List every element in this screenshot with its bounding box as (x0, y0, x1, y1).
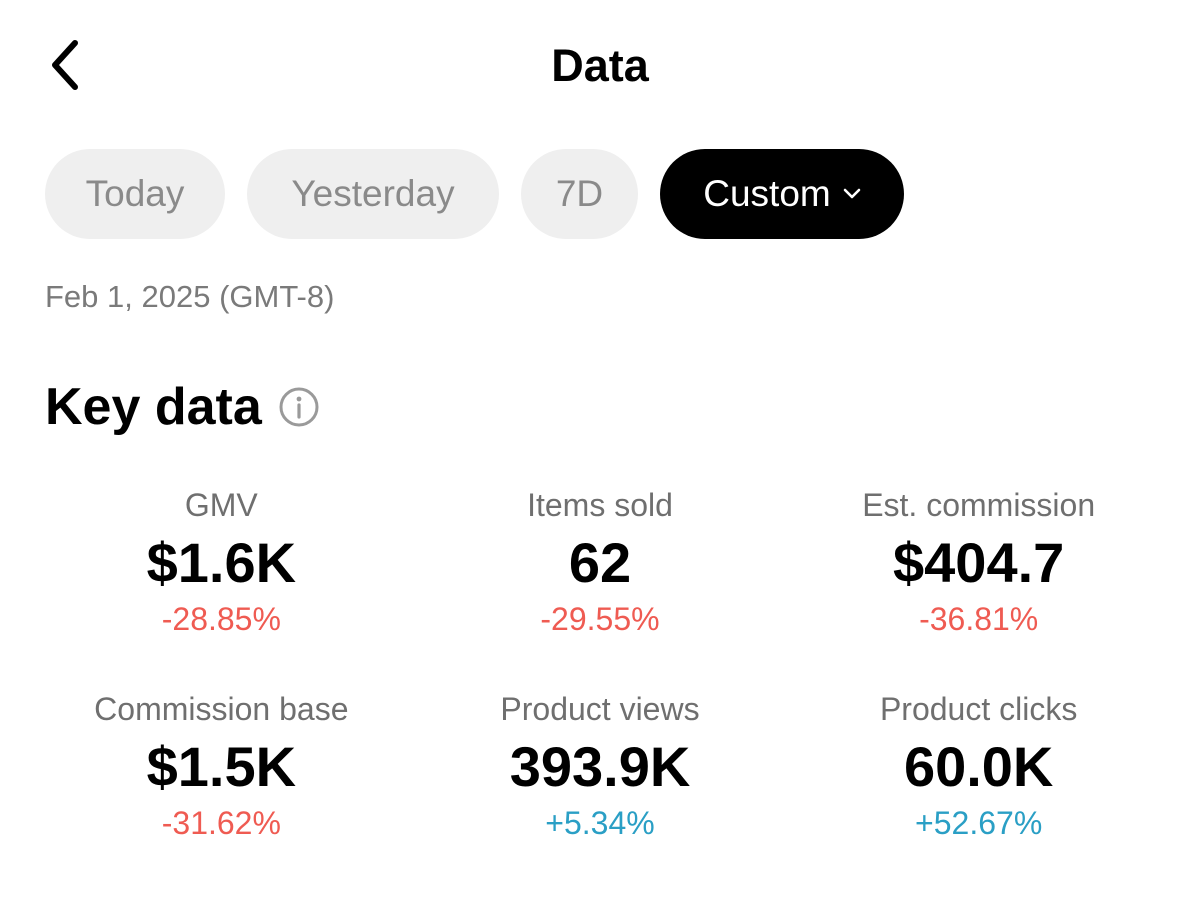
metric-label: Commission base (94, 691, 349, 727)
info-icon[interactable] (278, 386, 320, 428)
section-header: Key data (45, 375, 320, 439)
metric-value: $1.6K (146, 531, 297, 594)
metric-value: 60.0K (903, 735, 1054, 798)
tab-7d[interactable]: 7D (521, 149, 638, 239)
tab-custom[interactable]: Custom (660, 149, 904, 239)
metric-product-clicks[interactable]: Product clicks 60.0K +52.67% (789, 684, 1168, 856)
metric-change: -36.81% (919, 601, 1039, 637)
metric-product-views[interactable]: Product views 393.9K +5.34% (411, 684, 790, 856)
chevron-left-icon (52, 40, 78, 90)
metric-change: -31.62% (161, 805, 281, 841)
page-title: Data (551, 40, 649, 91)
metric-commission-base[interactable]: Commission base $1.5K -31.62% (32, 684, 411, 856)
metrics-grid: GMV $1.6K -28.85% Items sold 62 -29.55% … (32, 480, 1168, 856)
tab-yesterday[interactable]: Yesterday (247, 149, 499, 239)
tab-label: Yesterday (291, 173, 455, 214)
metric-change: +52.67% (915, 805, 1043, 841)
metric-items-sold[interactable]: Items sold 62 -29.55% (411, 480, 790, 652)
metric-label: Est. commission (862, 487, 1096, 523)
metric-label: Product views (500, 691, 700, 727)
metric-value: 62 (568, 531, 632, 594)
back-button[interactable] (30, 30, 100, 100)
tab-label: 7D (555, 173, 604, 214)
tab-label: Custom (703, 173, 831, 214)
section-title: Key data (45, 378, 262, 436)
metric-value: $1.5K (146, 735, 297, 798)
date-range-tabs: Today Yesterday 7D Custom (45, 149, 904, 239)
date-range-label: Feb 1, 2025 (GMT-8) (45, 279, 335, 314)
metric-value: 393.9K (509, 735, 691, 798)
tab-today[interactable]: Today (45, 149, 225, 239)
metric-change: -28.85% (161, 601, 281, 637)
metric-change: -29.55% (540, 601, 660, 637)
metric-value: $404.7 (893, 531, 1065, 594)
chevron-down-icon (843, 188, 861, 200)
metric-label: Items sold (527, 487, 673, 523)
metric-est-commission[interactable]: Est. commission $404.7 -36.81% (789, 480, 1168, 652)
metric-label: GMV (184, 487, 258, 523)
metric-label: Product clicks (879, 691, 1078, 727)
metric-change: +5.34% (545, 805, 655, 841)
tab-label: Today (85, 173, 185, 214)
metric-gmv[interactable]: GMV $1.6K -28.85% (32, 480, 411, 652)
header: Data (0, 0, 1200, 130)
